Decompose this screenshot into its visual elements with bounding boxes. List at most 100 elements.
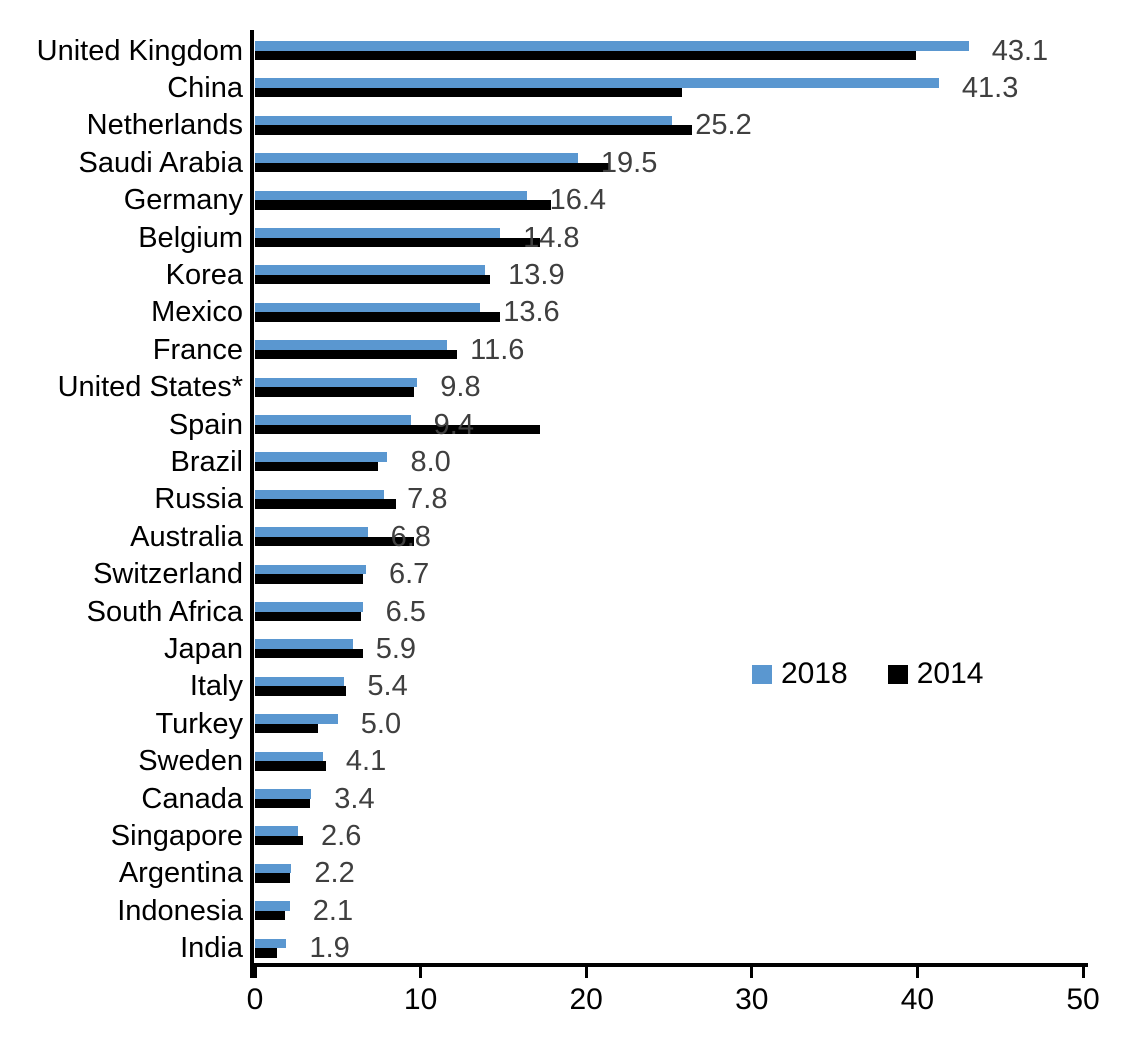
bar-2014	[255, 237, 540, 247]
category-label: Korea	[165, 258, 243, 291]
bar-2018	[255, 228, 501, 238]
legend-label-2014: 2014	[916, 657, 984, 690]
bar-2018	[255, 340, 448, 350]
category-label: Brazil	[170, 445, 243, 478]
bar-2018	[255, 564, 366, 575]
bar-2018	[255, 190, 527, 201]
bar-2014	[255, 873, 290, 883]
value-label: 16.4	[549, 184, 607, 217]
bar-2018	[255, 115, 673, 126]
x-axis-tick	[750, 967, 754, 978]
bar-2018	[255, 751, 323, 762]
bar-2014	[255, 312, 501, 322]
bar-2014	[255, 835, 304, 846]
value-label: 6.8	[390, 520, 431, 553]
bar-2014	[255, 274, 491, 285]
bar-2018	[255, 527, 368, 537]
x-axis-tick	[584, 967, 588, 978]
category-label: Saudi Arabia	[78, 146, 243, 179]
bar-2018	[255, 377, 418, 388]
bar-2018	[255, 265, 486, 275]
bar-2018	[255, 901, 290, 911]
bar-2014	[255, 723, 318, 734]
bar-2018	[255, 602, 363, 612]
bar-2014	[255, 611, 361, 621]
bar-2018	[255, 639, 353, 649]
category-label: Turkey	[155, 707, 243, 740]
bar-2018	[255, 452, 388, 462]
value-label: 8.0	[410, 445, 451, 478]
value-label: 43.1	[991, 34, 1049, 67]
bar-2014	[255, 349, 458, 360]
y-axis-line	[250, 30, 254, 978]
legend-swatch-2018	[752, 664, 772, 684]
value-label: 2.2	[314, 857, 355, 890]
bar-2018	[255, 415, 411, 425]
value-label: 9.4	[433, 408, 474, 441]
bar-2014	[255, 424, 540, 434]
legend-label-2018: 2018	[781, 657, 848, 690]
x-axis-tick	[915, 967, 919, 978]
bar-2014	[255, 499, 396, 509]
value-label: 2.6	[321, 819, 362, 852]
value-label: 41.3	[961, 71, 1019, 104]
value-label: 1.9	[309, 932, 350, 965]
bar-2014	[255, 200, 552, 210]
category-label: Germany	[123, 184, 243, 217]
bar-2014	[255, 50, 916, 60]
x-axis-tick	[1081, 967, 1085, 978]
bar-2014	[255, 574, 363, 584]
value-label: 6.7	[388, 558, 430, 591]
bar-2014	[255, 648, 363, 659]
bar-2014	[255, 948, 277, 958]
category-label: Canada	[141, 782, 243, 815]
category-label: United States*	[57, 371, 243, 404]
value-label: 5.9	[375, 632, 417, 665]
x-axis-tick	[253, 967, 257, 978]
category-label: Switzerland	[93, 558, 243, 591]
category-label: China	[167, 71, 243, 104]
legend: 2018 2014	[752, 655, 984, 693]
value-label: 3.4	[334, 782, 375, 815]
value-label: 5.0	[360, 707, 402, 740]
bar-2014	[255, 387, 414, 397]
bar-2014	[255, 162, 610, 173]
value-label: 19.5	[600, 146, 658, 179]
category-label: Sweden	[138, 745, 243, 778]
category-label: South Africa	[86, 595, 243, 628]
bar-2014	[255, 686, 347, 696]
x-axis-line	[250, 963, 1088, 967]
bar-2018	[255, 676, 345, 687]
value-label: 13.6	[503, 296, 560, 329]
category-label: Spain	[168, 408, 243, 441]
value-label: 13.9	[508, 258, 565, 291]
bar-2018	[255, 489, 385, 500]
value-label: 9.8	[440, 371, 481, 404]
category-label: Russia	[154, 483, 243, 516]
x-axis-tick-label: 40	[900, 983, 935, 1016]
category-label: France	[152, 333, 243, 366]
x-axis-tick-label: 10	[403, 983, 438, 1016]
value-label: 7.8	[407, 483, 448, 516]
bar-2014	[255, 461, 378, 472]
x-axis-tick	[419, 967, 423, 978]
bar-2014	[255, 536, 414, 547]
value-label: 25.2	[695, 109, 752, 142]
x-axis-tick-label: 20	[569, 983, 603, 1016]
bar-2018	[255, 789, 312, 799]
bar-2018	[255, 41, 969, 51]
category-label: Indonesia	[117, 894, 243, 927]
bar-2014	[255, 761, 327, 771]
x-axis-tick-label: 30	[735, 983, 769, 1016]
value-label: 6.5	[385, 595, 426, 628]
category-label: United Kingdom	[36, 34, 243, 67]
bar-2018	[255, 938, 287, 949]
x-axis-tick-label: 0	[246, 983, 264, 1016]
bar-2018	[255, 302, 481, 313]
category-label: Mexico	[151, 296, 243, 329]
bar-2018	[255, 78, 939, 88]
value-label: 14.8	[523, 221, 580, 254]
bar-2014	[255, 910, 285, 921]
bar-2014	[255, 798, 310, 808]
